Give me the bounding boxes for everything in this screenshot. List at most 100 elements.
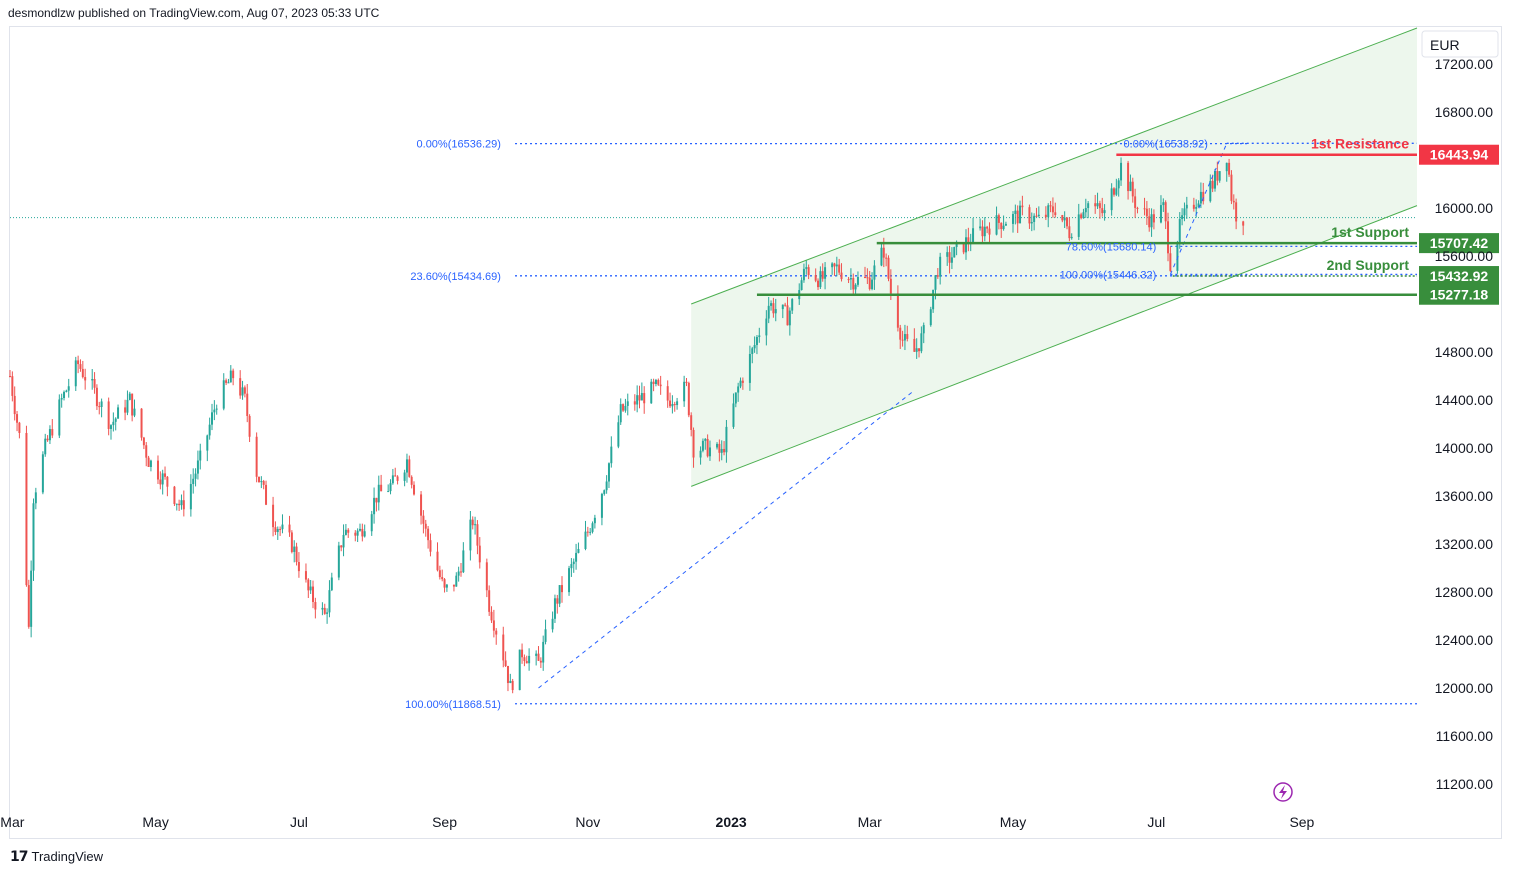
candle-body (100, 401, 103, 407)
candle-body (967, 237, 970, 244)
candle-body (835, 264, 838, 267)
candle-body (852, 278, 855, 290)
candle-body (272, 504, 275, 528)
candle-body (504, 660, 507, 666)
candle-body (521, 649, 524, 658)
candle-body (478, 545, 481, 563)
lightning-bolt-icon (1279, 785, 1287, 799)
candle-body (570, 564, 573, 569)
candle-body (838, 264, 841, 273)
candle-body (133, 408, 136, 416)
candle-body (34, 492, 37, 504)
candle-body (1117, 180, 1120, 189)
candle-body (58, 399, 61, 436)
tradingview-footer[interactable]: 𝟭𝟳 TradingView (10, 848, 103, 865)
candle-body (1164, 202, 1167, 222)
candle-body (1129, 181, 1132, 192)
candle-body (452, 584, 455, 587)
candle-body (577, 548, 580, 553)
candle-body (471, 519, 474, 526)
candle-body (443, 579, 446, 588)
level-text-label: 2nd Support (1327, 257, 1410, 273)
candle-body (1211, 180, 1214, 189)
candle-body (211, 412, 214, 425)
candle-body (1066, 217, 1069, 227)
candle-body (1185, 204, 1188, 209)
y-tick-label: 14400.00 (1435, 392, 1494, 408)
candle-body (356, 530, 359, 536)
candle-body (387, 491, 390, 493)
y-tick-label: 12800.00 (1435, 584, 1494, 600)
candle-body (915, 348, 918, 352)
lightning-icon (1273, 782, 1293, 802)
candle-body (901, 339, 904, 341)
candle-body (361, 528, 364, 537)
candle-body (669, 400, 672, 407)
candle-body (650, 381, 653, 404)
candle-body (408, 459, 411, 477)
channel-upper-line (691, 27, 1418, 305)
candle-body (866, 277, 869, 279)
candle-body (986, 226, 989, 229)
candle-body (706, 438, 709, 457)
candle-body (488, 590, 491, 612)
candle-body (189, 484, 192, 510)
candle-body (279, 528, 282, 530)
candle-body (568, 568, 571, 593)
candle-body (142, 437, 145, 446)
candle-body (1087, 203, 1090, 209)
candle-body (429, 540, 432, 552)
y-tick-label: 11600.00 (1436, 728, 1494, 744)
candle-body (619, 404, 622, 423)
candle-body (704, 438, 707, 441)
candle-body (30, 570, 33, 627)
candle-body (953, 247, 956, 258)
candle-body (1112, 188, 1115, 195)
y-tick-label: 11200.00 (1436, 776, 1494, 792)
candle-body (753, 345, 756, 349)
tradingview-logo-icon: 𝟭𝟳 (10, 848, 29, 864)
candle-body (227, 382, 230, 384)
candle-body (117, 407, 120, 419)
candle-body (748, 353, 751, 383)
candle-body (140, 408, 143, 438)
candle-body (380, 484, 383, 492)
candle-body (950, 257, 953, 263)
candle-body (107, 401, 110, 429)
candle-body (67, 386, 70, 391)
candle-body (784, 304, 787, 306)
y-tick-label: 13600.00 (1435, 488, 1494, 504)
candle-body (340, 545, 343, 548)
candle-body (734, 392, 737, 404)
candle-body (405, 459, 408, 473)
candle-body (375, 497, 378, 503)
candle-body (610, 446, 613, 464)
candle-body (1051, 206, 1054, 213)
fib-level-label: 0.00%(16536.29) (417, 139, 501, 151)
candle-body (309, 586, 312, 591)
candle-body (1035, 215, 1038, 217)
candle-body (41, 454, 44, 493)
candle-body (147, 457, 150, 467)
level-price-tag (1419, 144, 1499, 165)
candle-body (410, 476, 413, 485)
candle-body (997, 215, 1000, 223)
candle-body (337, 545, 340, 578)
candle-body (377, 484, 380, 503)
candle-body (1061, 215, 1064, 221)
candle-body (544, 629, 547, 642)
candle-body (1047, 205, 1050, 218)
candle-body (537, 653, 540, 661)
candle-body (1054, 212, 1057, 216)
candle-body (692, 429, 695, 458)
candle-body (25, 432, 28, 586)
candle-body (626, 401, 629, 406)
publisher-header: desmondlzw published on TradingView.com,… (8, 6, 380, 20)
candle-body (1101, 208, 1104, 214)
candle-body (833, 263, 836, 267)
candle-body (321, 607, 324, 610)
candle-body (1098, 203, 1101, 209)
candle-body (885, 257, 888, 259)
candle-body (307, 579, 310, 591)
